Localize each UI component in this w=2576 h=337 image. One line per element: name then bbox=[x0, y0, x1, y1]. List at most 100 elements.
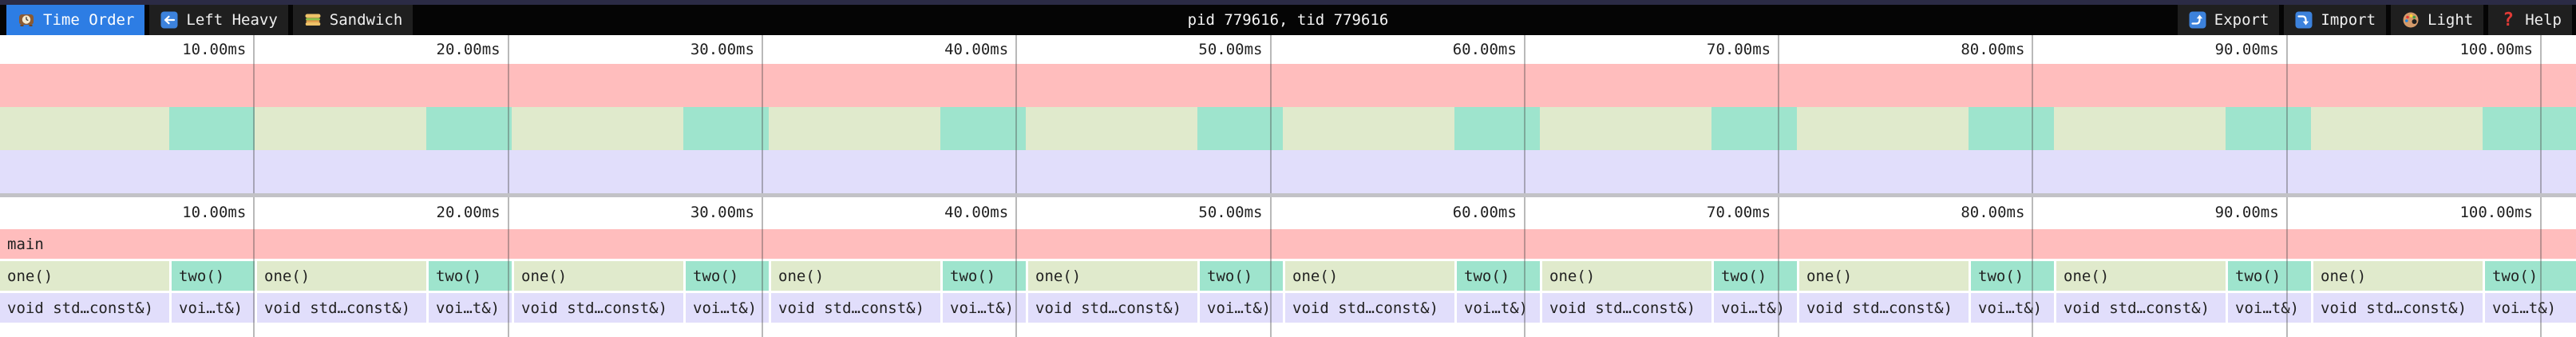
minimap-row-main[interactable] bbox=[0, 64, 2576, 107]
frame-one-detail[interactable]: void std…const&) bbox=[1028, 293, 1197, 323]
frame-main[interactable]: main bbox=[0, 229, 2576, 259]
frame-one-detail[interactable]: void std…const&) bbox=[0, 293, 169, 323]
frame-one-detail[interactable]: void std…const&) bbox=[2056, 293, 2226, 323]
frame-two[interactable]: two() bbox=[2485, 261, 2576, 291]
frame-one-detail[interactable]: void std…const&) bbox=[2313, 293, 2483, 323]
frame-one[interactable]: one() bbox=[2313, 261, 2483, 291]
frame-one-detail[interactable]: void std…const&) bbox=[514, 293, 683, 323]
frame-label: void std…const&) bbox=[1549, 299, 1696, 317]
frame-label: void std…const&) bbox=[521, 299, 668, 317]
export-button[interactable]: Export bbox=[2177, 5, 2280, 35]
ruler-tick-label: 20.00ms bbox=[436, 41, 501, 58]
frame-two-detail[interactable]: voi…t&) bbox=[172, 293, 255, 323]
frame-two-detail[interactable]: voi…t&) bbox=[943, 293, 1026, 323]
flamechart[interactable]: main one() two() one() two() one() two() one()… bbox=[0, 227, 2576, 323]
minimap-two-segment[interactable] bbox=[1197, 107, 1283, 150]
frame-label: voi…t&) bbox=[436, 299, 501, 317]
minimap[interactable] bbox=[0, 64, 2576, 193]
frame-two-detail[interactable]: voi…t&) bbox=[2228, 293, 2311, 323]
frame-one[interactable]: one() bbox=[257, 261, 426, 291]
frame-label: void std…const&) bbox=[264, 299, 411, 317]
frame-label: one() bbox=[264, 267, 311, 285]
minimap-two-segment[interactable] bbox=[2483, 107, 2576, 150]
button-label: Export bbox=[2214, 11, 2269, 29]
frame-two[interactable]: two() bbox=[1200, 261, 1283, 291]
minimap-two-segment[interactable] bbox=[426, 107, 512, 150]
palette-icon bbox=[2401, 10, 2420, 30]
frame-label: one() bbox=[1035, 267, 1082, 285]
frame-label: voi…t&) bbox=[179, 299, 243, 317]
frame-two-detail[interactable]: voi…t&) bbox=[429, 293, 512, 323]
frame-label: voi…t&) bbox=[1978, 299, 2043, 317]
frame-one[interactable]: one() bbox=[1542, 261, 1711, 291]
frame-two[interactable]: two() bbox=[1457, 261, 1540, 291]
ruler-tick-label: 90.00ms bbox=[2214, 41, 2279, 58]
frame-one[interactable]: one() bbox=[1028, 261, 1197, 291]
ruler-tick-label: 70.00ms bbox=[1707, 41, 1771, 58]
frame-two-detail[interactable]: voi…t&) bbox=[1971, 293, 2054, 323]
frame-two[interactable]: two() bbox=[172, 261, 255, 291]
frame-one[interactable]: one() bbox=[2056, 261, 2226, 291]
minimap-two-segment[interactable] bbox=[2226, 107, 2311, 150]
frame-one[interactable]: one() bbox=[0, 261, 169, 291]
tab-time-order[interactable]: Time Order bbox=[6, 5, 145, 35]
minimap-two-segment[interactable] bbox=[940, 107, 1026, 150]
frame-one[interactable]: one() bbox=[771, 261, 940, 291]
left-arrow-icon bbox=[160, 10, 179, 30]
frame-label: two() bbox=[1464, 267, 1510, 285]
ruler-tick-label: 60.00ms bbox=[1452, 203, 1517, 221]
frame-label: voi…t&) bbox=[693, 299, 758, 317]
minimap-two-segment[interactable] bbox=[1454, 107, 1540, 150]
action-bar: Export Import Light? Help bbox=[2177, 5, 2576, 35]
frame-label: voi…t&) bbox=[1721, 299, 1786, 317]
minimap-two-segment[interactable] bbox=[169, 107, 255, 150]
frame-label: voi…t&) bbox=[2492, 299, 2557, 317]
minimap-two-segment[interactable] bbox=[1969, 107, 2054, 150]
ruler-tick-label: 30.00ms bbox=[690, 203, 754, 221]
ruler-tick-label: 60.00ms bbox=[1452, 41, 1517, 58]
frame-one-detail[interactable]: void std…const&) bbox=[1542, 293, 1711, 323]
minimap-row-level1[interactable] bbox=[0, 107, 2576, 150]
frame-two-detail[interactable]: voi…t&) bbox=[2485, 293, 2576, 323]
frame-two[interactable]: two() bbox=[1971, 261, 2054, 291]
frame-label: two() bbox=[1721, 267, 1767, 285]
tab-sandwich[interactable]: Sandwich bbox=[292, 5, 414, 35]
frame-one-detail[interactable]: void std…const&) bbox=[1285, 293, 1454, 323]
frame-label: one() bbox=[778, 267, 825, 285]
flamechart-row-level2: void std…const&) voi…t&) void std…const&) v… bbox=[0, 293, 2576, 323]
frame-two-detail[interactable]: voi…t&) bbox=[686, 293, 769, 323]
ruler-tick-label: 10.00ms bbox=[182, 41, 247, 58]
minimap-chart-divider bbox=[0, 193, 2576, 197]
minimap-two-segment[interactable] bbox=[683, 107, 769, 150]
frame-two[interactable]: two() bbox=[686, 261, 769, 291]
frame-one-detail[interactable]: void std…const&) bbox=[257, 293, 426, 323]
frame-one[interactable]: one() bbox=[514, 261, 683, 291]
frame-two-detail[interactable]: voi…t&) bbox=[1714, 293, 1797, 323]
minimap-two-segment[interactable] bbox=[1711, 107, 1797, 150]
frame-one[interactable]: one() bbox=[1285, 261, 1454, 291]
frame-label: void std…const&) bbox=[7, 299, 154, 317]
frame-one-detail[interactable]: void std…const&) bbox=[1799, 293, 1969, 323]
light-button[interactable]: Light bbox=[2391, 5, 2484, 35]
help-button[interactable]: ? Help bbox=[2488, 5, 2572, 35]
ruler-tick-label: 100.00ms bbox=[2459, 203, 2533, 221]
toolbar: Time Order Left Heavy Sandwich pid 779616,… bbox=[0, 0, 2576, 35]
frame-label: two() bbox=[179, 267, 225, 285]
frame-two[interactable]: two() bbox=[429, 261, 512, 291]
ruler-tick-label: 80.00ms bbox=[1961, 203, 2025, 221]
frame-label: voi…t&) bbox=[2235, 299, 2300, 317]
tab-left-heavy[interactable]: Left Heavy bbox=[149, 5, 288, 35]
frame-two[interactable]: two() bbox=[2228, 261, 2311, 291]
frame-two-detail[interactable]: voi…t&) bbox=[1200, 293, 1283, 323]
tab-label: Left Heavy bbox=[186, 11, 278, 29]
frame-one-detail[interactable]: void std…const&) bbox=[771, 293, 940, 323]
minimap-row-level2[interactable] bbox=[0, 150, 2576, 193]
import-button[interactable]: Import bbox=[2284, 5, 2387, 35]
frame-two-detail[interactable]: voi…t&) bbox=[1457, 293, 1540, 323]
frame-two[interactable]: two() bbox=[943, 261, 1026, 291]
frame-two[interactable]: two() bbox=[1714, 261, 1797, 291]
frame-label: void std…const&) bbox=[2321, 299, 2467, 317]
ruler-tick-label: 50.00ms bbox=[1198, 41, 1263, 58]
frame-one[interactable]: one() bbox=[1799, 261, 1969, 291]
frame-label: void std…const&) bbox=[1292, 299, 1439, 317]
